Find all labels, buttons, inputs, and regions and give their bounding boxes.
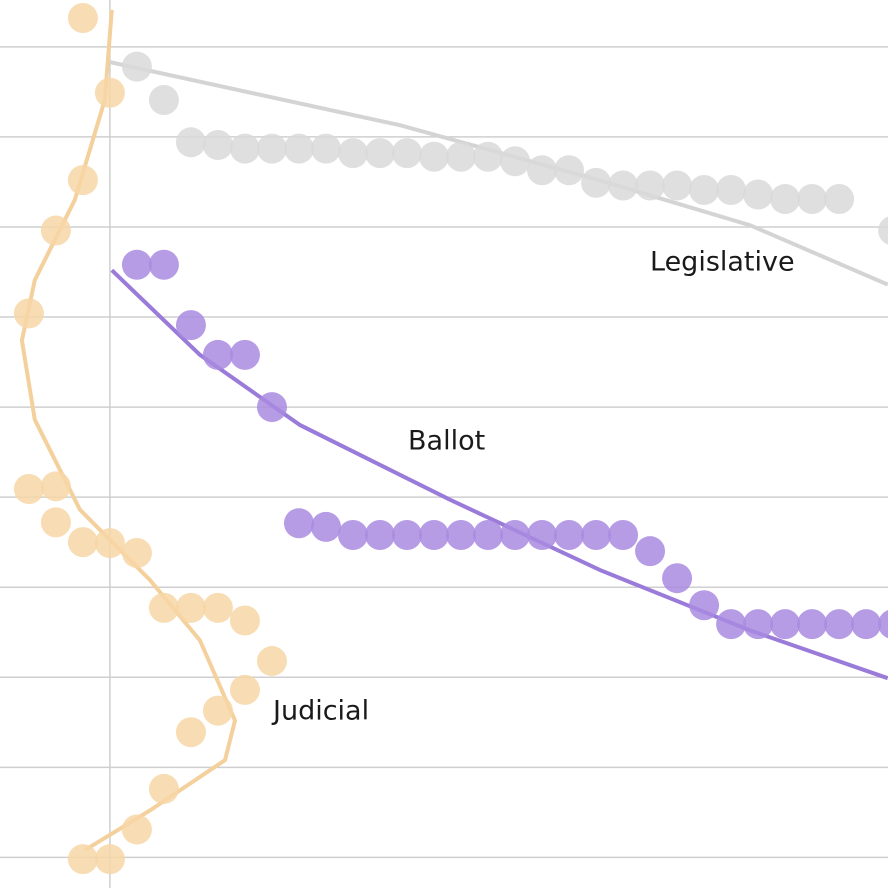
point	[121, 51, 152, 82]
trend-line	[19, 9, 238, 852]
point	[662, 563, 693, 594]
point	[283, 133, 314, 164]
series-label: Ballot	[408, 426, 485, 457]
point	[878, 610, 888, 639]
point	[121, 537, 152, 568]
point	[256, 392, 287, 423]
point	[148, 249, 179, 280]
point	[581, 519, 612, 550]
point	[770, 609, 801, 640]
point	[824, 184, 855, 215]
point	[229, 605, 260, 636]
point	[662, 170, 693, 201]
point	[689, 590, 720, 621]
point	[256, 646, 287, 677]
point	[229, 133, 260, 164]
point	[419, 141, 450, 172]
point	[40, 215, 71, 246]
point	[175, 310, 206, 341]
point	[94, 844, 125, 875]
point	[527, 155, 558, 186]
point	[635, 170, 666, 201]
point	[283, 508, 314, 539]
point	[175, 592, 206, 623]
point	[310, 133, 341, 164]
point	[527, 519, 558, 550]
point	[229, 339, 260, 370]
point	[743, 609, 774, 640]
point	[202, 592, 233, 623]
point	[608, 170, 639, 201]
point	[743, 179, 774, 210]
point	[148, 773, 179, 804]
point	[13, 298, 44, 329]
point	[500, 519, 531, 550]
point	[364, 138, 395, 169]
point	[878, 216, 888, 245]
series-label: Legislative	[650, 247, 795, 278]
point	[202, 339, 233, 370]
points	[13, 3, 888, 875]
point	[716, 175, 747, 206]
point	[851, 609, 882, 640]
series-label: Judicial	[271, 696, 369, 727]
point	[770, 184, 801, 215]
point	[202, 695, 233, 726]
point	[500, 146, 531, 177]
point	[419, 519, 450, 550]
point	[797, 184, 828, 215]
point	[392, 519, 422, 550]
point	[392, 138, 422, 169]
point	[716, 609, 747, 640]
point	[473, 519, 504, 550]
point	[473, 141, 504, 172]
point	[40, 507, 71, 538]
point	[148, 592, 179, 623]
point	[175, 717, 206, 748]
point	[554, 155, 585, 186]
point	[67, 3, 98, 34]
point	[337, 138, 368, 169]
point	[13, 474, 44, 505]
point	[608, 519, 639, 550]
point	[148, 84, 179, 115]
point	[40, 471, 71, 502]
point	[229, 674, 260, 705]
point	[310, 511, 341, 542]
point	[175, 127, 206, 158]
point	[94, 77, 125, 108]
point	[554, 519, 585, 550]
point	[94, 528, 125, 559]
point	[635, 536, 666, 567]
point	[446, 141, 477, 172]
point	[824, 609, 855, 640]
point	[446, 519, 477, 550]
point	[256, 133, 287, 164]
point	[797, 609, 828, 640]
point	[337, 519, 368, 550]
point	[67, 844, 98, 875]
point	[121, 814, 152, 845]
point	[202, 129, 233, 160]
point	[581, 167, 612, 198]
point	[364, 519, 395, 550]
point	[689, 175, 720, 206]
point	[67, 165, 98, 196]
point	[121, 249, 152, 280]
point	[67, 527, 98, 558]
